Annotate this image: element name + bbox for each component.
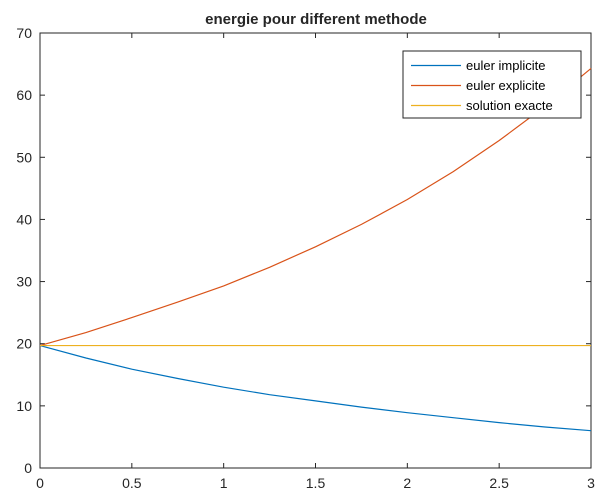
series-line-euler-explicite: [39, 67, 592, 347]
y-axis: 0 10 20 30 40 50 60 70: [16, 25, 591, 476]
legend-label-euler-explicite: euler explicite: [466, 78, 546, 93]
x-tick-label: 1.5: [306, 475, 326, 491]
y-tick-label: 30: [16, 274, 32, 290]
chart-title: energie pour different methode: [205, 11, 427, 28]
legend-label-solution-exacte: solution exacte: [466, 98, 553, 113]
y-tick-label: 70: [16, 25, 32, 41]
y-tick-label: 10: [16, 398, 32, 414]
x-tick-label: 2.5: [489, 475, 509, 491]
legend: euler implicite euler explicite solution e…: [402, 50, 582, 119]
y-tick-label: 60: [16, 87, 32, 103]
x-axis: 0 0.5 1 1.5 2 2.5 3: [36, 33, 595, 491]
y-tick-label: 0: [24, 460, 32, 476]
y-tick-label: 20: [16, 336, 32, 352]
x-tick-label: 0: [36, 475, 44, 491]
legend-label-euler-implicite: euler implicite: [466, 58, 545, 73]
y-tick-label: 40: [16, 211, 32, 227]
series-line-euler-implicite: [39, 345, 592, 432]
x-tick-label: 0.5: [122, 475, 142, 491]
x-tick-label: 1: [220, 475, 228, 491]
legend-box: [402, 50, 582, 119]
y-tick-label: 50: [16, 149, 32, 165]
series-group: [39, 67, 592, 432]
x-tick-label: 2: [403, 475, 411, 491]
x-tick-label: 3: [587, 475, 595, 491]
